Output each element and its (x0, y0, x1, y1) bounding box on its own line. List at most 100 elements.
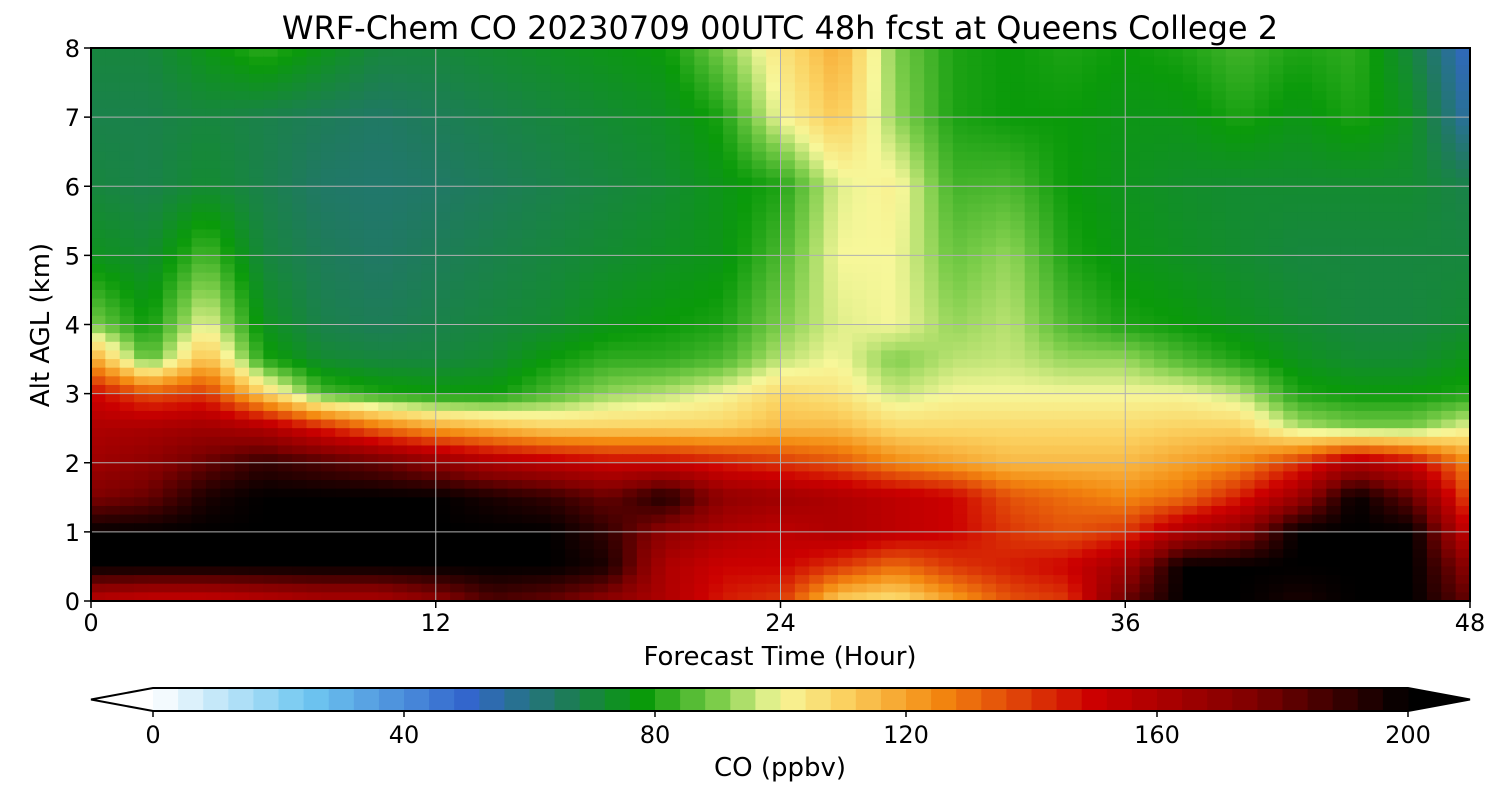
heatmap-cell (823, 125, 839, 136)
heatmap-cell (407, 255, 422, 265)
heatmap-cell (952, 220, 968, 231)
heatmap-cell (1039, 341, 1055, 352)
heatmap-cell (306, 402, 322, 412)
heatmap-cell (521, 393, 537, 403)
heatmap-cell (1455, 91, 1471, 101)
heatmap-cell (119, 160, 135, 170)
heatmap-cell (205, 186, 221, 196)
heatmap-cell (1441, 48, 1457, 58)
heatmap-cell (134, 480, 150, 490)
heatmap-cell (1067, 333, 1083, 343)
heatmap-cell (723, 229, 738, 239)
heatmap-cell (751, 307, 767, 317)
heatmap-cell (205, 264, 221, 274)
heatmap-cell (809, 73, 825, 84)
heatmap-cell (91, 56, 106, 66)
heatmap-cell (320, 393, 336, 403)
heatmap-cell (1455, 272, 1471, 282)
heatmap-cell (464, 134, 480, 144)
heatmap-cell (794, 376, 810, 386)
heatmap-cell (1412, 359, 1428, 369)
heatmap-cell (464, 315, 480, 326)
heatmap-cell (1010, 229, 1026, 239)
heatmap-cell (1441, 315, 1457, 326)
heatmap-cell (177, 393, 193, 403)
heatmap-cell (823, 333, 839, 343)
heatmap-cell (148, 419, 164, 429)
heatmap-cell (1211, 410, 1227, 421)
heatmap-cell (536, 393, 552, 403)
heatmap-cell (723, 359, 738, 369)
heatmap-cell (1311, 220, 1327, 231)
heatmap-cell (378, 160, 394, 170)
heatmap-cell (651, 428, 667, 438)
heatmap-cell (636, 125, 652, 136)
heatmap-cell (1125, 134, 1141, 144)
heatmap-cell (1225, 384, 1241, 395)
heatmap-cell (521, 73, 537, 84)
heatmap-cell (967, 143, 983, 153)
heatmap-cell (1340, 307, 1356, 317)
heatmap-cell (1340, 393, 1356, 403)
heatmap-cell (622, 264, 638, 274)
heatmap-cell (320, 151, 336, 161)
heatmap-cell (952, 203, 968, 213)
heatmap-cell (1225, 289, 1241, 300)
heatmap-cell (1053, 471, 1069, 481)
heatmap-cell (995, 117, 1011, 127)
heatmap-cell (1010, 471, 1026, 481)
heatmap-cell (622, 393, 638, 403)
heatmap-cell (493, 73, 509, 84)
heatmap-cell (1225, 91, 1241, 101)
heatmap-cell (378, 220, 394, 231)
heatmap-cell (421, 177, 437, 187)
heatmap-cell (521, 160, 537, 170)
heatmap-cell (1369, 177, 1385, 187)
heatmap-cell (579, 91, 595, 101)
heatmap-cell (823, 393, 839, 403)
heatmap-cell (536, 428, 552, 438)
heatmap-cell (493, 324, 509, 334)
heatmap-cell (924, 376, 940, 386)
heatmap-cell (1168, 203, 1184, 213)
heatmap-cell (1398, 359, 1414, 369)
heatmap-cell (1225, 419, 1241, 429)
heatmap-cell (277, 65, 293, 75)
heatmap-cell (421, 419, 437, 429)
heatmap-cell (1024, 272, 1040, 282)
heatmap-cell (1240, 307, 1256, 317)
heatmap-cell (363, 203, 379, 213)
heatmap-cell (148, 203, 164, 213)
heatmap-cell (708, 186, 724, 196)
heatmap-cell (134, 307, 150, 317)
heatmap-cell (378, 177, 394, 187)
heatmap-cell (981, 73, 997, 84)
heatmap-cell (737, 289, 753, 300)
heatmap-cell (1096, 48, 1112, 58)
heatmap-cell (335, 143, 351, 153)
heatmap-cell (794, 428, 810, 438)
heatmap-cell (909, 134, 925, 144)
heatmap-cell (794, 194, 810, 205)
heatmap-cell (464, 376, 480, 386)
heatmap-cell (565, 289, 580, 300)
heatmap-cell (751, 229, 767, 239)
heatmap-cell (349, 367, 365, 377)
heatmap-cell (780, 143, 796, 153)
heatmap-cell (363, 125, 379, 136)
heatmap-cell (694, 56, 710, 66)
heatmap-cell (335, 393, 351, 403)
heatmap-cell (421, 194, 437, 205)
heatmap-cell (119, 73, 135, 84)
heatmap-cell (363, 65, 379, 75)
heatmap-cell (1369, 289, 1385, 300)
heatmap-cell (1082, 272, 1098, 282)
heatmap-cell (292, 471, 308, 481)
heatmap-cell (967, 436, 983, 447)
heatmap-cell (1110, 410, 1126, 421)
heatmap-cell (320, 48, 336, 58)
heatmap-cell (1254, 359, 1270, 369)
heatmap-cell (1168, 82, 1184, 92)
heatmap-cell (249, 134, 264, 144)
heatmap-cell (1369, 99, 1385, 110)
